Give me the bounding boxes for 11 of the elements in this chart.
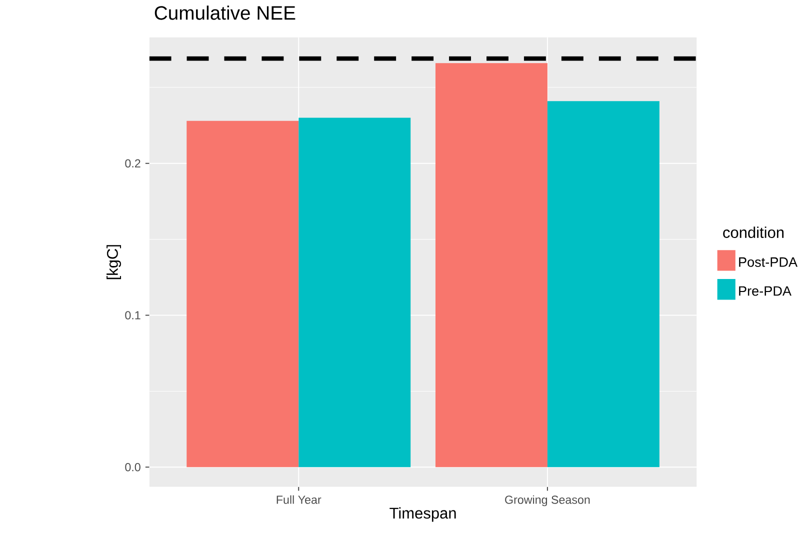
x-axis-title: Timespan [390, 507, 456, 522]
legend-label: Pre-PDA [739, 286, 792, 296]
y-tick-label: 0.2 [125, 159, 140, 168]
y-tick-label: 0.1 [125, 310, 140, 320]
x-tick-label: Full Year [276, 495, 322, 504]
legend-title: condition [723, 226, 784, 238]
y-axis-title: [kgC] [106, 244, 122, 279]
chart-title: Cumulative NEE [154, 5, 296, 20]
x-tick-label: Growing Season [505, 495, 590, 506]
y-tick-label: 0.0 [125, 462, 140, 472]
legend-label: Post-PDA [739, 257, 798, 267]
